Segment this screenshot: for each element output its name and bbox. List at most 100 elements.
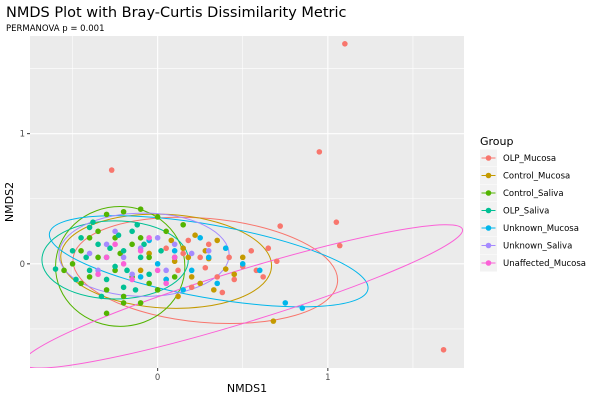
plot-panel bbox=[30, 36, 464, 368]
point-unknown-mucosa bbox=[154, 261, 161, 267]
chart-title: NMDS Plot with Bray-Curtis Dissimilarity… bbox=[6, 5, 347, 21]
point-unknown-mucosa bbox=[197, 235, 203, 241]
legend-key-dot-unaffected-mucosa bbox=[485, 260, 492, 266]
point-unaffected-mucosa bbox=[146, 235, 152, 241]
point-olp-mucosa bbox=[163, 245, 169, 252]
point-unknown-mucosa bbox=[188, 267, 195, 274]
point-control-mucosa bbox=[222, 266, 229, 272]
legend-key-dot-control-saliva bbox=[485, 190, 492, 196]
point-control-saliva bbox=[137, 235, 144, 241]
point-olp-saliva bbox=[69, 248, 76, 254]
point-control-saliva bbox=[154, 287, 161, 293]
point-unknown-mucosa bbox=[282, 300, 289, 306]
point-control-mucosa bbox=[180, 245, 186, 252]
point-control-saliva bbox=[120, 293, 127, 300]
point-olp-mucosa bbox=[197, 254, 203, 261]
legend-label-control-mucosa: Control_Mucosa bbox=[503, 172, 570, 182]
point-olp-saliva bbox=[107, 245, 113, 252]
point-control-mucosa bbox=[171, 258, 178, 265]
point-unaffected-mucosa bbox=[103, 254, 110, 261]
point-olp-saliva bbox=[129, 228, 135, 235]
point-olp-saliva bbox=[98, 293, 105, 300]
point-unknown-saliva bbox=[95, 267, 101, 274]
point-olp-saliva bbox=[95, 241, 101, 248]
point-olp-saliva bbox=[134, 221, 141, 228]
point-olp-saliva bbox=[158, 248, 164, 254]
point-control-saliva bbox=[137, 206, 144, 212]
point-control-saliva bbox=[86, 274, 93, 280]
point-control-saliva bbox=[120, 300, 127, 306]
y-tick-label: 0 bbox=[20, 260, 25, 270]
ellipse-unaffected-mucosa bbox=[30, 224, 464, 368]
point-control-saliva bbox=[129, 241, 135, 248]
point-control-mucosa bbox=[188, 274, 195, 280]
grid-major bbox=[30, 36, 464, 368]
point-unknown-mucosa bbox=[256, 267, 263, 274]
point-olp-mucosa bbox=[219, 289, 226, 296]
ellipse-unknown-mucosa bbox=[48, 215, 369, 308]
point-control-mucosa bbox=[175, 293, 181, 300]
point-control-saliva bbox=[146, 280, 152, 287]
point-control-saliva bbox=[180, 221, 186, 228]
point-unknown-mucosa bbox=[163, 276, 169, 283]
point-unaffected-mucosa bbox=[154, 267, 161, 274]
legend-label-control-saliva: Control_Saliva bbox=[503, 189, 564, 199]
point-control-saliva bbox=[69, 261, 76, 267]
point-olp-mucosa bbox=[205, 241, 212, 248]
point-olp-mucosa bbox=[248, 248, 255, 254]
point-olp-saliva bbox=[103, 276, 110, 283]
point-control-saliva bbox=[171, 274, 178, 280]
point-olp-mucosa bbox=[226, 254, 232, 261]
legend-label-olp-mucosa: OLP_Mucosa bbox=[503, 154, 556, 164]
point-control-mucosa bbox=[168, 237, 175, 244]
point-unknown-mucosa bbox=[299, 305, 306, 311]
point-olp-mucosa bbox=[175, 267, 181, 274]
point-control-saliva bbox=[78, 280, 84, 287]
point-control-saliva bbox=[103, 287, 110, 293]
point-olp-mucosa bbox=[316, 149, 323, 155]
point-unaffected-mucosa bbox=[129, 276, 135, 283]
point-unaffected-mucosa bbox=[137, 248, 144, 254]
point-olp-mucosa bbox=[336, 242, 343, 249]
point-unknown-saliva bbox=[154, 235, 161, 241]
point-olp-saliva bbox=[78, 235, 84, 241]
x-tick-label: 1 bbox=[325, 373, 330, 383]
x-axis-label: NMDS1 bbox=[227, 382, 267, 395]
point-unaffected-mucosa bbox=[163, 280, 169, 287]
point-olp-mucosa bbox=[185, 237, 192, 244]
legend-key-dot-unknown-mucosa bbox=[485, 225, 492, 231]
point-olp-mucosa bbox=[265, 245, 272, 252]
point-control-saliva bbox=[78, 248, 84, 254]
point-olp-saliva bbox=[120, 284, 127, 291]
point-unknown-saliva bbox=[103, 241, 110, 248]
point-olp-saliva bbox=[137, 254, 144, 261]
point-control-saliva bbox=[163, 228, 169, 235]
point-unknown-saliva bbox=[120, 254, 127, 261]
point-unaffected-mucosa bbox=[120, 261, 127, 267]
y-axis: 01 bbox=[20, 130, 30, 270]
y-tick-label: 1 bbox=[20, 130, 25, 140]
point-unknown-mucosa bbox=[137, 274, 144, 280]
point-olp-saliva bbox=[86, 267, 93, 274]
legend: Group OLP_Mucosa Control_Mucosa Control_Sa… bbox=[480, 135, 586, 272]
point-unknown-mucosa bbox=[205, 254, 212, 261]
point-olp-mucosa bbox=[108, 167, 115, 173]
legend-label-unknown-mucosa: Unknown_Mucosa bbox=[503, 224, 579, 234]
point-unknown-saliva bbox=[163, 267, 169, 274]
point-unknown-saliva bbox=[188, 250, 195, 257]
point-control-saliva bbox=[120, 208, 127, 215]
point-control-saliva bbox=[61, 267, 67, 274]
point-olp-saliva bbox=[115, 232, 122, 238]
legend-key-dot-olp-saliva bbox=[485, 207, 492, 214]
point-olp-saliva bbox=[120, 248, 127, 254]
point-olp-saliva bbox=[86, 224, 93, 231]
legend-key-dot-olp-mucosa bbox=[485, 155, 492, 161]
point-unknown-mucosa bbox=[214, 280, 221, 287]
point-olp-mucosa bbox=[440, 346, 447, 353]
point-olp-mucosa bbox=[333, 219, 340, 225]
point-control-mucosa bbox=[137, 267, 144, 274]
point-unknown-saliva bbox=[112, 228, 118, 235]
point-unknown-saliva bbox=[86, 250, 93, 257]
point-control-saliva bbox=[95, 254, 101, 261]
chart-subtitle: PERMANOVA p = 0.001 bbox=[6, 24, 105, 34]
